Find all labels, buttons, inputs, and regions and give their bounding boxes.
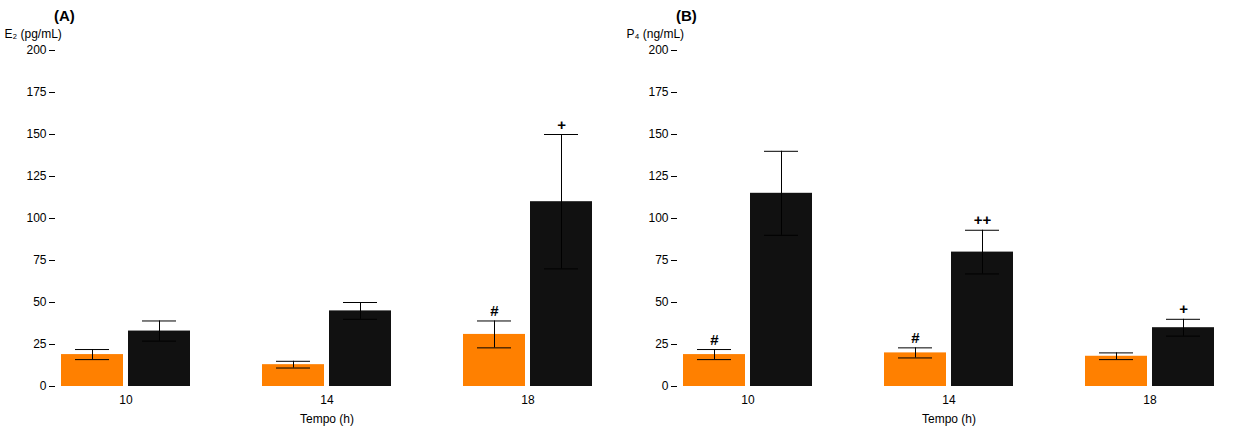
svg-text:25: 25	[33, 337, 47, 351]
svg-text:P₄ (ng/mL): P₄ (ng/mL)	[627, 27, 685, 41]
svg-text:150: 150	[648, 127, 668, 141]
svg-text:125: 125	[648, 169, 668, 183]
svg-text:++: ++	[974, 211, 992, 228]
svg-text:14: 14	[942, 393, 956, 407]
svg-text:100: 100	[26, 211, 46, 225]
svg-text:200: 200	[648, 43, 668, 57]
html-text:(B): (B)	[676, 7, 697, 24]
svg-text:200: 200	[26, 43, 46, 57]
svg-text:+: +	[557, 116, 566, 133]
svg-text:10: 10	[119, 393, 133, 407]
svg-text:Tempo (h): Tempo (h)	[922, 412, 976, 426]
svg-text:175: 175	[648, 85, 668, 99]
svg-text:0: 0	[662, 379, 669, 393]
svg-text:25: 25	[655, 337, 669, 351]
svg-text:75: 75	[655, 253, 669, 267]
svg-text:50: 50	[655, 295, 669, 309]
svg-text:75: 75	[33, 253, 47, 267]
svg-text:#: #	[710, 331, 719, 348]
html-text:(A): (A)	[54, 7, 75, 24]
svg-text:100: 100	[648, 211, 668, 225]
svg-text:0: 0	[40, 379, 47, 393]
svg-text:18: 18	[521, 393, 535, 407]
svg-text:#: #	[490, 302, 499, 319]
svg-text:125: 125	[26, 169, 46, 183]
svg-text:150: 150	[26, 127, 46, 141]
svg-text:14: 14	[320, 393, 334, 407]
svg-text:10: 10	[741, 393, 755, 407]
svg-text:175: 175	[26, 85, 46, 99]
svg-text:+: +	[1179, 300, 1188, 317]
svg-text:Tempo (h): Tempo (h)	[300, 412, 354, 426]
svg-text:E₂ (pg/mL): E₂ (pg/mL)	[5, 27, 62, 41]
svg-text:#: #	[911, 329, 920, 346]
svg-text:50: 50	[33, 295, 47, 309]
svg-text:18: 18	[1143, 393, 1157, 407]
